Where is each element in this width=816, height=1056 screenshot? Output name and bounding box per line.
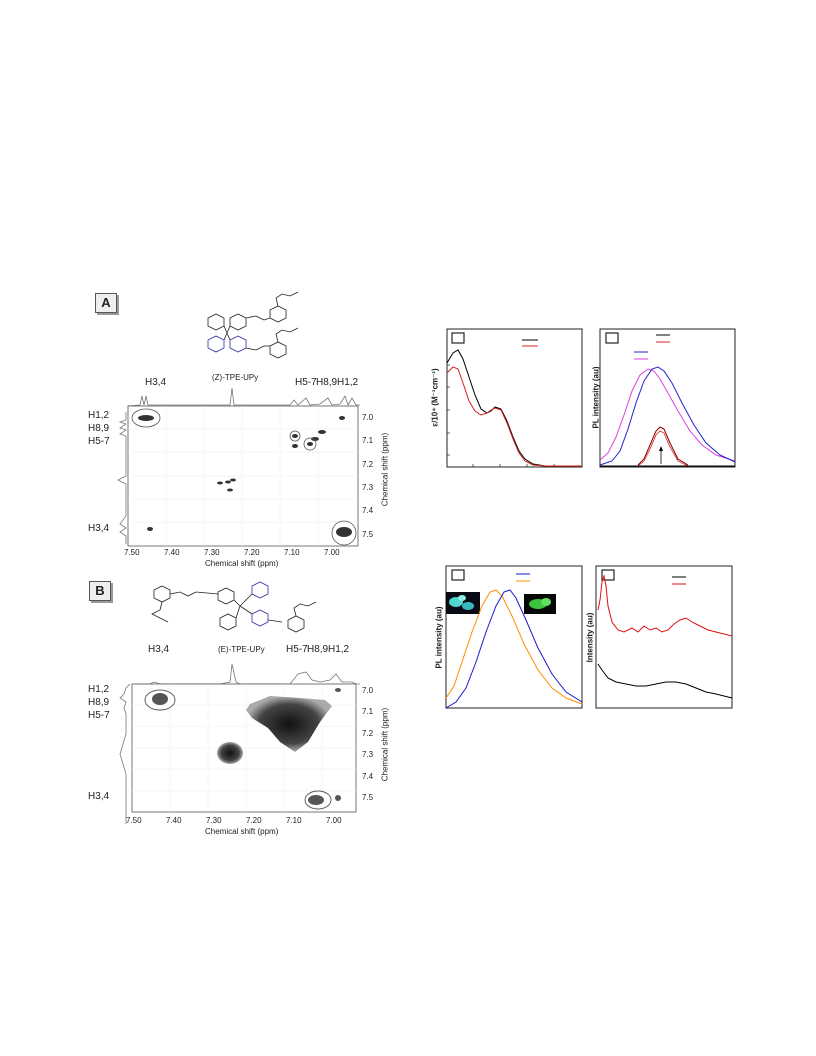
chart-4-frame xyxy=(595,565,733,709)
chart-2-series-red xyxy=(637,430,689,467)
panel-b-xticks: 7.50 7.40 7.30 7.20 7.10 7.00 xyxy=(126,816,366,826)
panel-b-left-label-h89: H8,9 xyxy=(88,697,110,708)
chart-1-ylabel: ε/10⁴ (M⁻¹cm⁻¹) xyxy=(430,368,440,427)
panel-a-spectrum xyxy=(117,387,360,547)
chart-2-series-darkred xyxy=(637,426,689,466)
panel-b-spectrum xyxy=(119,663,360,824)
panel-a-structure xyxy=(207,291,299,359)
panel-a-top-label-h12: H1,2 xyxy=(337,377,359,388)
chart-2-arrowhead xyxy=(659,446,663,451)
panel-a-xtick: 7.10 xyxy=(284,548,300,557)
panel-b-left-label-h57: H5-7 xyxy=(88,710,110,721)
chart-3-series-blue xyxy=(445,589,583,709)
panel-a-xtick: 7.40 xyxy=(164,548,180,557)
panel-b-yticks: 7.0 7.1 7.2 7.3 7.4 7.5 xyxy=(362,686,382,816)
panel-a-left-label-h34: H3,4 xyxy=(88,523,110,534)
panel-a-left-label-h57: H5-7 xyxy=(88,436,110,447)
chart-absorption xyxy=(446,328,583,468)
panel-a-ytick: 7.4 xyxy=(362,506,374,515)
chart-2-frame xyxy=(599,328,736,468)
chart-1-series-red xyxy=(446,366,582,467)
panel-b-xtick: 7.00 xyxy=(326,816,342,825)
chart-2-series-blue xyxy=(599,366,736,466)
panel-b-top-label-h57: H5-7 xyxy=(286,644,308,655)
panel-b-ytick: 7.5 xyxy=(362,793,374,802)
panel-a-xlabel: Chemical shift (ppm) xyxy=(205,559,279,568)
panel-a-ytick: 7.2 xyxy=(362,460,374,469)
panel-b-xtick: 7.40 xyxy=(166,816,182,825)
chart-3-ylabel: PL intensity (au) xyxy=(434,606,444,669)
chart-pl-2 xyxy=(445,565,583,709)
panel-a-ytick: 7.3 xyxy=(362,483,374,492)
chart-4-ylabel: Intensity (au) xyxy=(585,612,595,663)
panel-b-ytick: 7.4 xyxy=(362,772,374,781)
chart-4-panel-box xyxy=(601,569,615,581)
chart-2-ylabel: PL intensity (au) xyxy=(591,366,601,429)
panel-b-xtick: 7.20 xyxy=(246,816,262,825)
chart-2-series-magenta xyxy=(599,368,736,462)
panel-a-xticks: 7.50 7.40 7.30 7.20 7.10 7.00 xyxy=(124,548,364,558)
chart-2-panel-box xyxy=(605,332,619,344)
panel-a-left-label-h12: H1,2 xyxy=(88,410,110,421)
panel-b-xtick: 7.30 xyxy=(206,816,222,825)
panel-b-ylabel: Chemical shift (ppm) xyxy=(380,707,390,782)
panel-a-ytick: 7.5 xyxy=(362,530,374,539)
chart-4-series-black xyxy=(597,663,733,699)
chart-4-series-red xyxy=(597,574,733,637)
chart-intensity xyxy=(595,565,733,709)
panel-b-structure xyxy=(151,581,317,633)
panel-a-xtick: 7.50 xyxy=(124,548,140,557)
panel-b-label: B xyxy=(89,581,111,601)
panel-a-ytick: 7.1 xyxy=(362,436,374,445)
panel-b-ytick: 7.3 xyxy=(362,750,374,759)
panel-b-left-label-h34: H3,4 xyxy=(88,791,110,802)
panel-a-top-label-h89: H8,9 xyxy=(316,377,338,388)
chart-3-frame xyxy=(445,565,583,709)
panel-b-ytick: 7.0 xyxy=(362,686,374,695)
panel-a-ylabel: Chemical shift (ppm) xyxy=(380,432,390,507)
chart-3-panel-box xyxy=(451,569,465,581)
panel-b-xtick: 7.10 xyxy=(286,816,302,825)
panel-a-xtick: 7.20 xyxy=(244,548,260,557)
panel-b-xtick: 7.50 xyxy=(126,816,142,825)
chart-1-panel-box xyxy=(451,332,465,344)
panel-a-xtick: 7.30 xyxy=(204,548,220,557)
panel-b-left-label-h12: H1,2 xyxy=(88,684,110,695)
panel-a-compound-name: (Z)-TPE-UPy xyxy=(212,373,259,382)
panel-a-top-label-h57: H5-7 xyxy=(295,377,317,388)
panel-b-top-label-h34: H3,4 xyxy=(148,644,170,655)
panel-a-top-label-h34: H3,4 xyxy=(145,377,167,388)
chart-3-series-orange xyxy=(445,589,583,705)
panel-a-label: A xyxy=(95,293,117,313)
panel-b-ytick: 7.1 xyxy=(362,707,374,716)
chart-pl-1 xyxy=(599,328,736,468)
panel-b-compound-name: (E)-TPE-UPy xyxy=(218,645,265,654)
panel-a-ytick: 7.0 xyxy=(362,413,374,422)
chart-1-frame xyxy=(446,328,583,468)
panel-a-xtick: 7.00 xyxy=(324,548,340,557)
panel-b-top-label-h12: H1,2 xyxy=(328,644,350,655)
panel-a-yticks: 7.0 7.1 7.2 7.3 7.4 7.5 xyxy=(362,413,382,543)
panel-b-top-label-h89: H8,9 xyxy=(307,644,329,655)
panel-b-xlabel: Chemical shift (ppm) xyxy=(205,827,279,836)
panel-a-left-label-h89: H8,9 xyxy=(88,423,110,434)
panel-b-ytick: 7.2 xyxy=(362,729,374,738)
